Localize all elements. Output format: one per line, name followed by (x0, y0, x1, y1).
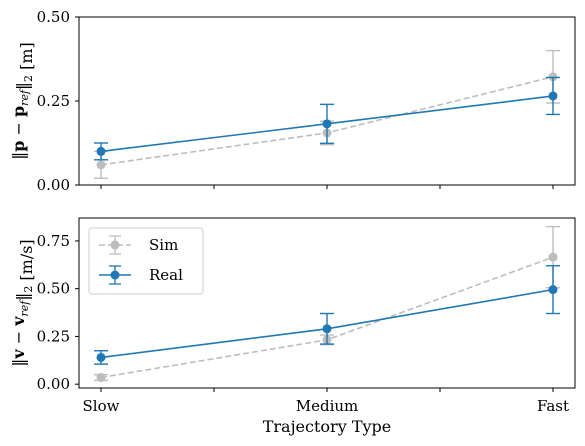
plot-frame (78, 16, 576, 186)
legend-box (88, 227, 204, 295)
y-axis-label: ‖v − vref‖2 [m/s] (9, 239, 36, 366)
x-axis-label: Trajectory Type (263, 417, 392, 436)
y-tick-label: 0.00 (37, 176, 70, 194)
y-tick-label: 0.25 (37, 327, 70, 345)
y-tick-label: 0.50 (37, 8, 70, 26)
data-point (96, 352, 106, 362)
data-point (548, 285, 558, 295)
legend-label-sim: Sim (149, 236, 178, 254)
top-panel: 0.00 0.25 0.50‖p − pref‖2 [m] (9, 8, 576, 194)
bottom-panel: 0.00 0.25 0.50 0.75 Slow Medium Fast ‖v − vref‖… (9, 217, 576, 436)
data-point (96, 372, 106, 382)
x-tick-label: Medium (296, 397, 359, 415)
data-point (548, 91, 558, 101)
x-tick-label: Fast (537, 397, 569, 415)
data-point (96, 146, 106, 156)
legend-label-real: Real (149, 266, 183, 284)
data-point (322, 119, 332, 129)
data-point (96, 160, 106, 170)
y-tick-label: 0.00 (37, 375, 70, 393)
y-tick-label: 0.50 (37, 280, 70, 298)
y-axis-label: ‖p − pref‖2 [m] (9, 42, 36, 160)
x-tick-label: Slow (83, 397, 120, 415)
data-point (322, 324, 332, 334)
legend-marker (110, 270, 120, 280)
y-tick-label: 0.25 (37, 92, 70, 110)
y-tick-label: 0.75 (37, 232, 70, 250)
legend-marker (110, 240, 120, 250)
data-point (548, 252, 558, 262)
